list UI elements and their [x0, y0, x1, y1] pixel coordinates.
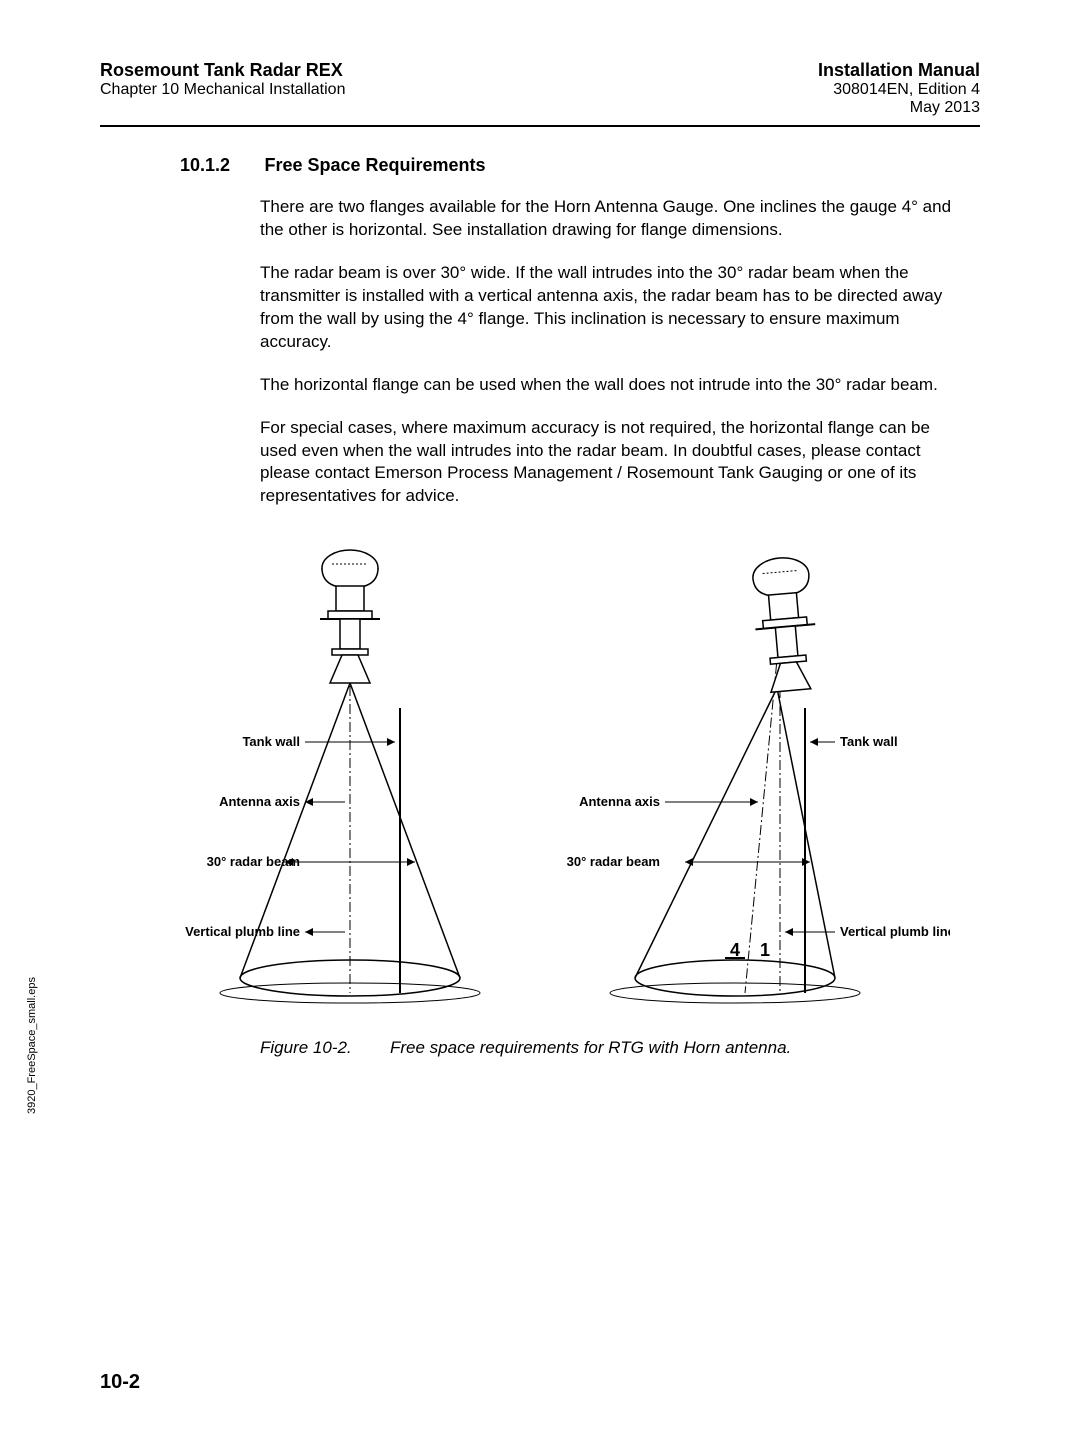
figure-diagram: Tank wall Antenna axis 30° radar beam Ve… — [100, 538, 980, 1018]
doc-title: Rosemount Tank Radar REX — [100, 60, 345, 81]
label-radar-beam-right: 30° radar beam — [567, 854, 660, 869]
paragraph-4: For special cases, where maximum accurac… — [260, 417, 960, 509]
page-header: Rosemount Tank Radar REX Chapter 10 Mech… — [100, 60, 980, 127]
section-number: 10.1.2 — [180, 155, 260, 176]
chapter-title: Chapter 10 Mechanical Installation — [100, 81, 345, 99]
eps-filename-label: 3920_FreeSpace_small.eps — [26, 977, 38, 1114]
label-antenna-axis-left: Antenna axis — [219, 794, 300, 809]
manual-title: Installation Manual — [818, 60, 980, 81]
page-number: 10-2 — [100, 1371, 140, 1394]
header-left: Rosemount Tank Radar REX Chapter 10 Mech… — [100, 60, 345, 117]
section-heading: 10.1.2 Free Space Requirements — [180, 155, 980, 176]
paragraph-1: There are two flanges available for the … — [260, 196, 960, 242]
label-tank-wall-left: Tank wall — [242, 734, 300, 749]
section-title: Free Space Requirements — [264, 155, 485, 176]
label-antenna-axis-right: Antenna axis — [579, 794, 660, 809]
edition-text: 308014EN, Edition 4 — [818, 81, 980, 99]
label-tank-wall-right: Tank wall — [840, 734, 898, 749]
label-plumb-line-right: Vertical plumb line — [840, 924, 950, 939]
figure-caption-text: Free space requirements for RTG with Hor… — [390, 1038, 791, 1058]
figure-caption: Figure 10-2. Free space requirements for… — [260, 1038, 980, 1058]
date-text: May 2013 — [818, 99, 980, 117]
paragraph-2: The radar beam is over 30° wide. If the … — [260, 262, 960, 354]
angle-1-label: 1 — [760, 940, 770, 960]
paragraph-3: The horizontal flange can be used when t… — [260, 374, 960, 397]
label-plumb-line-left: Vertical plumb line — [185, 924, 300, 939]
figure-number: Figure 10-2. — [260, 1038, 390, 1058]
header-right: Installation Manual 308014EN, Edition 4 … — [818, 60, 980, 117]
